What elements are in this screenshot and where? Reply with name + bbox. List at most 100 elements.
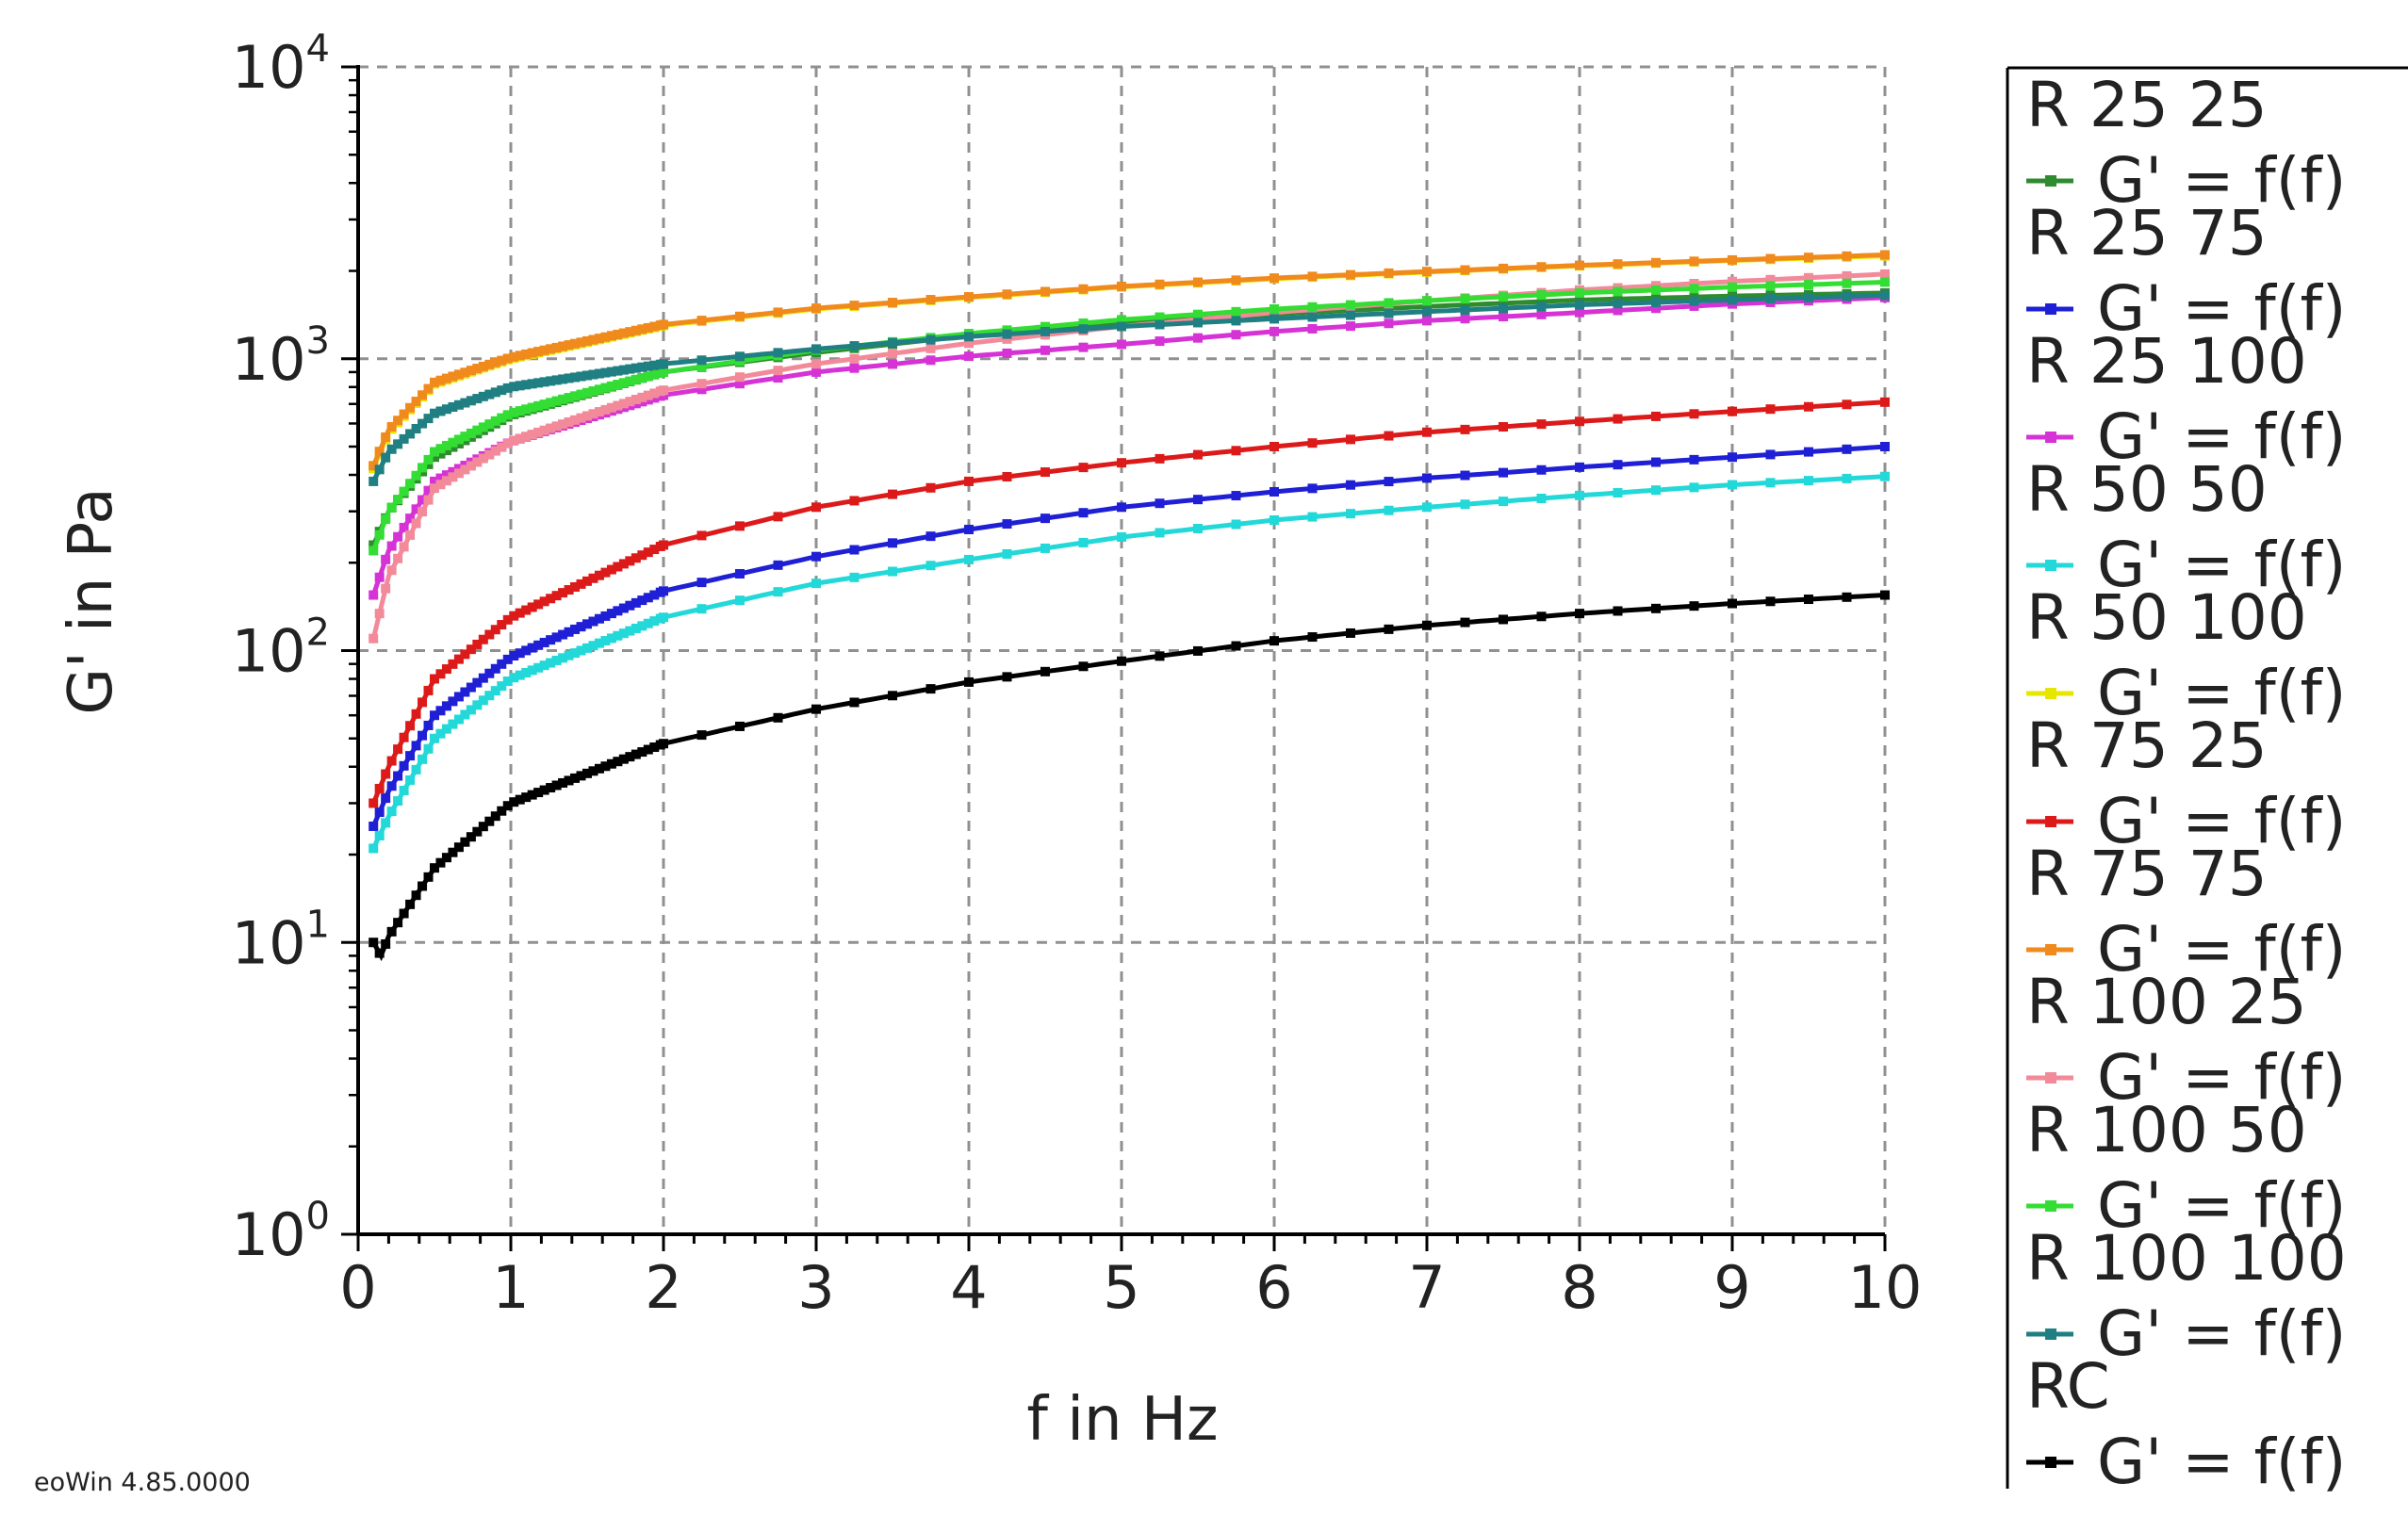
data-point — [570, 581, 581, 592]
legend-series-name: R 75 25 — [2026, 709, 2268, 782]
data-point — [1689, 284, 1699, 294]
data-point — [773, 366, 783, 376]
data-point — [1842, 592, 1852, 602]
data-point — [1536, 611, 1547, 622]
x-tick-label: 6 — [1255, 1253, 1292, 1322]
data-point — [570, 338, 581, 349]
data-point — [618, 378, 629, 388]
data-point — [515, 608, 525, 618]
data-point — [696, 379, 707, 389]
legend-series-label: G' = f(f) — [2097, 657, 2347, 729]
data-point — [515, 433, 525, 444]
data-point — [521, 667, 532, 677]
data-point — [453, 399, 464, 410]
data-point — [509, 611, 519, 621]
data-point — [435, 406, 446, 416]
data-point — [1765, 404, 1776, 415]
data-point — [964, 351, 974, 362]
data-point — [497, 413, 507, 423]
data-point — [539, 660, 549, 671]
data-point — [460, 398, 470, 408]
data-point — [515, 381, 525, 391]
data-point — [1193, 309, 1203, 319]
data-point — [502, 438, 513, 448]
data-point — [588, 409, 598, 419]
data-point — [405, 530, 416, 540]
data-point — [1651, 303, 1661, 314]
series-layer — [369, 250, 1890, 962]
data-point — [423, 495, 434, 505]
data-point — [582, 619, 592, 629]
data-point — [613, 400, 623, 411]
data-point — [1384, 303, 1394, 314]
data-point — [1270, 636, 1279, 646]
data-point — [735, 595, 745, 606]
data-point — [405, 513, 416, 524]
data-point — [613, 366, 623, 376]
data-point — [539, 637, 549, 647]
data-point — [1117, 656, 1126, 666]
data-point — [546, 376, 556, 386]
data-point — [926, 334, 936, 345]
data-point — [1346, 269, 1355, 280]
data-point — [1346, 310, 1355, 320]
data-point — [613, 606, 623, 616]
data-point — [637, 373, 647, 383]
data-point — [430, 452, 439, 463]
data-point — [369, 798, 379, 808]
data-point — [643, 547, 653, 558]
data-point — [411, 470, 421, 481]
legend-series-label: G' = f(f) — [2097, 1169, 2347, 1242]
data-point — [448, 696, 458, 707]
data-point — [1804, 401, 1813, 412]
data-point — [1613, 414, 1623, 424]
data-point — [448, 472, 458, 482]
data-point — [393, 531, 403, 542]
x-tick-label: 0 — [339, 1253, 376, 1322]
data-point — [386, 565, 397, 576]
data-point — [1422, 302, 1432, 312]
data-point — [600, 761, 611, 772]
data-point — [1422, 620, 1432, 630]
data-point — [735, 372, 745, 383]
data-point — [393, 771, 403, 781]
data-point — [1231, 316, 1241, 326]
data-point — [1270, 314, 1279, 324]
data-point — [418, 418, 428, 429]
data-point — [1384, 308, 1394, 318]
data-point — [1384, 477, 1394, 487]
data-point — [594, 407, 604, 417]
data-point — [613, 630, 623, 641]
data-point — [1765, 449, 1776, 460]
data-point — [490, 387, 500, 398]
data-point — [423, 872, 434, 882]
data-point — [546, 658, 556, 668]
data-point — [1651, 485, 1661, 496]
data-point — [659, 739, 668, 749]
data-point — [1842, 399, 1852, 410]
data-point — [386, 807, 397, 817]
data-point — [600, 383, 611, 393]
data-point — [1689, 301, 1699, 311]
data-point — [1078, 324, 1089, 334]
data-point — [502, 614, 513, 625]
data-point — [448, 659, 458, 669]
data-point — [1880, 441, 1890, 451]
data-point — [1651, 603, 1661, 613]
data-point — [381, 554, 391, 564]
data-point — [600, 611, 611, 621]
data-point — [1040, 513, 1050, 524]
data-point — [399, 522, 409, 532]
data-point — [1689, 454, 1699, 465]
data-point — [411, 709, 421, 719]
data-point — [849, 353, 860, 364]
data-point — [515, 794, 525, 805]
data-point — [405, 899, 416, 909]
data-point — [490, 446, 500, 456]
data-point — [582, 387, 592, 398]
data-point — [521, 792, 532, 803]
data-point — [594, 763, 604, 774]
data-point — [435, 706, 446, 716]
data-point — [430, 377, 439, 387]
data-point — [1575, 295, 1584, 305]
